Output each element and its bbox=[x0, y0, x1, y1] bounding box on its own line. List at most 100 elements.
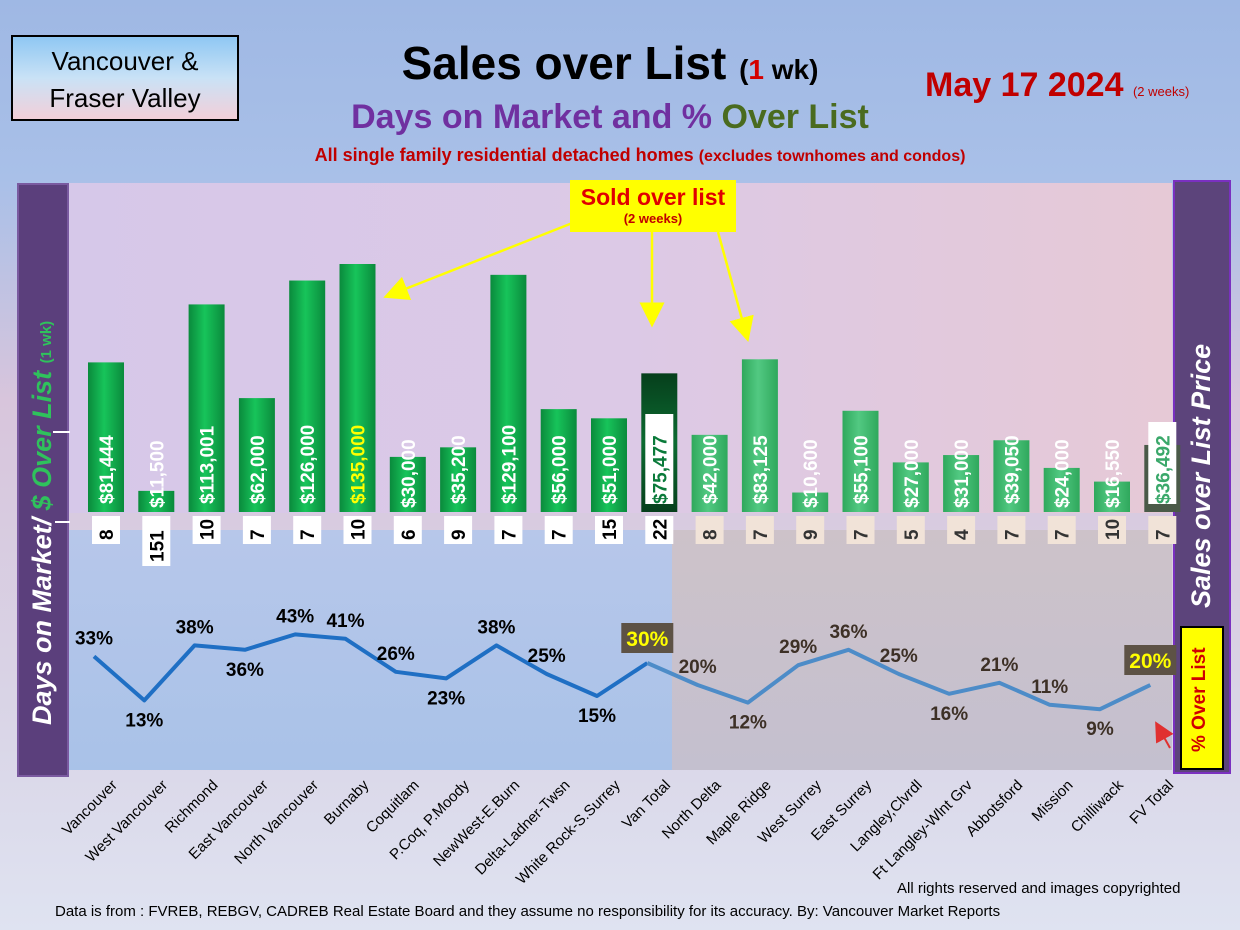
dom-box-16 bbox=[896, 516, 925, 544]
bar-value-label-2: $113,001 bbox=[198, 425, 219, 504]
bar-value-label-19: $24,000 bbox=[1053, 439, 1074, 508]
dom-value-4: 7 bbox=[298, 529, 319, 540]
dom-value-9: 7 bbox=[550, 529, 571, 540]
bar-2 bbox=[188, 304, 225, 512]
dom-value-1: 151 bbox=[147, 530, 168, 562]
sales-over-list-bars: $81,444 $11,500 $113,001 $62,000 $126,000 $13… bbox=[88, 264, 1181, 512]
date-main: May 17 2024 bbox=[925, 66, 1124, 104]
dom-value-5: 10 bbox=[349, 519, 370, 540]
bar-value-label-13: $83,125 bbox=[751, 435, 772, 504]
sold-over-list-subtitle: (2 weeks) bbox=[623, 211, 683, 226]
dom-value-16: 5 bbox=[902, 529, 923, 540]
percent-label-16: 25% bbox=[880, 646, 918, 667]
sold-over-list-callout: Sold over list (2 weeks) bbox=[570, 180, 736, 232]
right-pointer-overlist bbox=[1155, 721, 1174, 749]
bar-9 bbox=[540, 409, 577, 512]
subtitle-b: Over List bbox=[721, 98, 869, 136]
subtitle-a: Days on Market and % bbox=[351, 98, 713, 136]
bar-18 bbox=[993, 440, 1030, 512]
title-open: ( bbox=[739, 54, 749, 85]
subnote-small: (excludes townhomes and condos) bbox=[698, 148, 966, 165]
bar-value-label-16: $27,000 bbox=[902, 439, 923, 508]
fraser-valley-line-region bbox=[672, 530, 1172, 770]
bar-value-label-0: $81,444 bbox=[97, 435, 118, 504]
dom-value-12: 8 bbox=[701, 529, 722, 540]
percent-over-list-line: 33% 13% 38% 36% 43% 41% 26% 23% 38% 25% 15% 30% 20% 1… bbox=[75, 606, 1177, 740]
percent-label-19: 11% bbox=[1031, 677, 1068, 698]
x-label-19: Mission bbox=[1029, 777, 1077, 825]
bar-value-label-5: $135,000 bbox=[349, 425, 370, 504]
bar-13 bbox=[741, 359, 778, 512]
chart-title: Sales over List (1 wk) bbox=[330, 36, 890, 90]
bar-value-label-4: $126,000 bbox=[298, 425, 319, 504]
bar-10 bbox=[591, 418, 627, 512]
bar-5 bbox=[339, 264, 376, 512]
report-date: May 17 2024 (2 weeks) bbox=[925, 66, 1189, 105]
dom-box-3 bbox=[242, 516, 271, 544]
bar-0 bbox=[88, 362, 124, 512]
bar-17 bbox=[943, 455, 980, 512]
chart-subtitle: Days on Market and % Over List bbox=[280, 98, 940, 137]
bar-16 bbox=[892, 462, 929, 512]
bar-value-label-1: $11,500 bbox=[147, 440, 168, 508]
bar-value-label-18: $39,050 bbox=[1002, 435, 1023, 504]
dom-value-14: 9 bbox=[801, 529, 822, 540]
dom-value-8: 7 bbox=[499, 529, 520, 540]
percent-label-7: 23% bbox=[427, 688, 465, 709]
x-label-21: FV Total bbox=[1126, 777, 1177, 828]
dom-box-6 bbox=[393, 516, 422, 544]
title-unit: wk) bbox=[763, 54, 819, 85]
dom-value-17: 4 bbox=[952, 529, 973, 540]
dom-box-12 bbox=[695, 516, 724, 544]
percent-label-20: 9% bbox=[1086, 719, 1114, 740]
callout-arrows bbox=[53, 220, 1174, 749]
dom-value-0: 8 bbox=[97, 529, 118, 540]
bar-total-label-bg-11 bbox=[645, 414, 674, 504]
dom-value-18: 7 bbox=[1002, 529, 1023, 540]
percent-label-9: 25% bbox=[528, 646, 566, 667]
region-line-1: Vancouver & bbox=[51, 46, 199, 76]
title-period: (1 wk) bbox=[739, 54, 818, 85]
dom-box-1 bbox=[142, 516, 171, 566]
title-num: 1 bbox=[748, 54, 764, 85]
percent-label-14: 29% bbox=[779, 637, 817, 658]
region-line-2: Fraser Valley bbox=[49, 83, 201, 113]
dom-box-7 bbox=[444, 516, 473, 544]
dom-box-18 bbox=[997, 516, 1026, 544]
fraser-valley-percent-line bbox=[646, 647, 1152, 712]
data-source-note: Data is from : FVREB, REBGV, CADREB Real… bbox=[55, 903, 1001, 920]
dom-value-15: 7 bbox=[852, 529, 873, 540]
left-axis-panel bbox=[17, 183, 69, 777]
dom-value-11: 22 bbox=[650, 519, 671, 540]
percent-total-label-21: 20% bbox=[1129, 650, 1171, 673]
bar-value-label-6: $30,000 bbox=[399, 439, 420, 508]
dom-value-10: 15 bbox=[600, 518, 621, 540]
percent-label-1: 13% bbox=[125, 710, 163, 731]
dom-value-13: 7 bbox=[751, 529, 772, 540]
dom-value-20: 10 bbox=[1103, 519, 1124, 540]
region-box: Vancouver & Fraser Valley bbox=[11, 35, 239, 121]
bar-value-label-11: $75,477 bbox=[650, 435, 671, 504]
percent-label-8: 38% bbox=[477, 617, 515, 638]
percent-label-12: 20% bbox=[679, 657, 717, 678]
x-label-5: Burnaby bbox=[321, 776, 373, 828]
title-main: Sales over List bbox=[401, 37, 727, 89]
dom-box-19 bbox=[1047, 516, 1076, 544]
percent-label-18: 21% bbox=[980, 655, 1018, 676]
percent-label-3: 36% bbox=[226, 660, 264, 681]
percent-total-box-11 bbox=[621, 623, 674, 653]
percent-label-0: 33% bbox=[75, 628, 113, 649]
dom-value-6: 6 bbox=[399, 529, 420, 540]
dom-box-8 bbox=[494, 516, 523, 544]
bar-1 bbox=[138, 490, 175, 512]
percent-label-17: 16% bbox=[930, 704, 968, 725]
date-small: (2 weeks) bbox=[1132, 84, 1190, 99]
callout-arrow-maple-ridge bbox=[716, 231, 754, 343]
dom-box-13 bbox=[745, 516, 774, 544]
dom-box-17 bbox=[947, 516, 976, 544]
dom-box-14 bbox=[796, 516, 825, 544]
bar-value-label-8: $129,100 bbox=[499, 425, 520, 504]
dom-box-5 bbox=[343, 516, 372, 544]
